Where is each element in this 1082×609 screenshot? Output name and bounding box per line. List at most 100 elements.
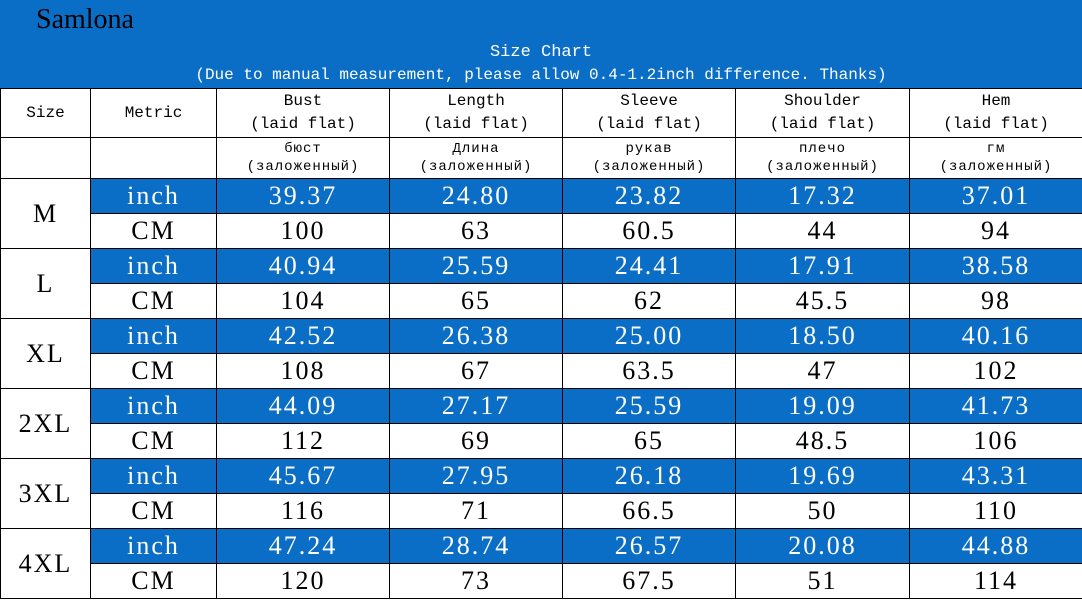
inch-value: 38.58 (909, 248, 1082, 284)
cm-value: 73 (389, 563, 563, 599)
inch-value: 25.59 (562, 388, 736, 424)
inch-value: 25.59 (389, 248, 563, 284)
cm-value: 100 (216, 213, 390, 249)
metric-label: inch (90, 318, 217, 354)
translation-note: (заложенный) (246, 159, 360, 175)
column-note: (laid flat) (943, 115, 1049, 133)
cm-value: 112 (216, 423, 390, 459)
inch-value: 17.32 (735, 178, 910, 214)
column-note: (laid flat) (423, 115, 529, 133)
cm-row: CM 112 69 65 48.5 106 (1, 423, 1082, 459)
column-note: (laid flat) (250, 115, 356, 133)
column-name: Size (26, 103, 65, 122)
cm-value: 120 (216, 563, 390, 599)
cm-row: CM 104 65 62 45.5 98 (1, 283, 1082, 319)
inch-value: 28.74 (389, 528, 563, 564)
column-note: (laid flat) (769, 115, 876, 133)
inch-value: 26.57 (562, 528, 736, 564)
cm-value: 48.5 (735, 423, 910, 459)
header-row: Size Metric Bust (laid flat) Length (laid fla… (0, 88, 1082, 138)
header-band: Samlona Size Chart (Due to manual measur… (0, 0, 1082, 88)
translation: плечо (798, 141, 846, 157)
metric-label: CM (90, 213, 217, 249)
cm-value: 47 (735, 353, 910, 389)
inch-value: 39.37 (216, 178, 390, 214)
empty-cell (0, 137, 91, 179)
inch-value: 25.00 (562, 318, 736, 354)
translation-note: (заложенный) (419, 159, 533, 175)
inch-value: 19.09 (735, 388, 910, 424)
inch-value: 24.41 (562, 248, 736, 284)
cm-value: 63.5 (562, 353, 736, 389)
inch-value: 45.67 (216, 458, 390, 494)
translation-note: (заложенный) (592, 159, 706, 175)
column-header: Shoulder (laid flat) (735, 88, 910, 138)
translation: рукав (625, 141, 673, 157)
inch-value: 26.38 (389, 318, 563, 354)
translation: бюст (284, 141, 322, 157)
size-cell: 3XL (0, 458, 91, 529)
cm-value: 60.5 (562, 213, 736, 249)
cm-value: 114 (909, 563, 1082, 599)
column-name: Length (447, 92, 505, 110)
inch-value: 19.69 (735, 458, 910, 494)
translation-cell: рукав (заложенный) (562, 137, 736, 179)
translation-note: (заложенный) (939, 159, 1053, 175)
inch-value: 17.91 (735, 248, 910, 284)
inch-row: 3XL inch 45.67 27.95 26.18 19.69 43.31 (0, 458, 1082, 529)
inch-row: 2XL inch 44.09 27.17 25.59 19.09 41.73 (0, 388, 1082, 459)
cm-row: CM 100 63 60.5 44 94 (1, 213, 1082, 249)
cm-row: CM 116 71 66.5 50 110 (1, 493, 1082, 529)
translation-cell: бюст (заложенный) (216, 137, 390, 179)
inch-value: 26.18 (562, 458, 736, 494)
cm-value: 45.5 (735, 283, 910, 319)
cm-value: 67 (389, 353, 563, 389)
inch-value: 43.31 (909, 458, 1082, 494)
inch-value: 47.24 (216, 528, 390, 564)
cm-value: 98 (909, 283, 1082, 319)
size-cell: XL (0, 318, 91, 389)
inch-value: 27.95 (389, 458, 563, 494)
column-name: Shoulder (784, 92, 861, 110)
inch-value: 23.82 (562, 178, 736, 214)
translation-cell: плечо (заложенный) (735, 137, 910, 179)
cm-value: 63 (389, 213, 563, 249)
metric-label: inch (90, 248, 217, 284)
inch-value: 24.80 (389, 178, 563, 214)
subtitle: (Due to manual measurement, please allow… (195, 66, 887, 84)
inch-value: 37.01 (909, 178, 1082, 214)
cm-value: 67.5 (562, 563, 736, 599)
cm-value: 65 (389, 283, 563, 319)
inch-value: 42.52 (216, 318, 390, 354)
inch-value: 18.50 (735, 318, 910, 354)
cm-value: 50 (735, 493, 910, 529)
cm-value: 44 (735, 213, 910, 249)
translation-row: бюст (заложенный) Длина (заложенный) рукав (з… (0, 137, 1082, 179)
column-name: Sleeve (620, 92, 678, 110)
cm-value: 94 (909, 213, 1082, 249)
cm-value: 102 (909, 353, 1082, 389)
metric-label: inch (90, 528, 217, 564)
cm-value: 71 (389, 493, 563, 529)
size-cell: 2XL (0, 388, 91, 459)
column-header: Metric (90, 88, 217, 138)
cm-value: 62 (562, 283, 736, 319)
cm-value: 69 (389, 423, 563, 459)
column-note: (laid flat) (596, 115, 702, 133)
inch-row: XL inch 42.52 26.38 25.00 18.50 40.16 (0, 318, 1082, 389)
cm-value: 116 (216, 493, 390, 529)
size-cell: 4XL (0, 528, 91, 599)
cm-row: CM 108 67 63.5 47 102 (1, 353, 1082, 389)
metric-label: CM (90, 563, 217, 599)
title: Size Chart (489, 43, 593, 62)
metric-label: inch (90, 388, 217, 424)
metric-label: CM (90, 353, 217, 389)
cm-value: 106 (909, 423, 1082, 459)
column-name: Metric (124, 103, 183, 122)
cm-value: 110 (909, 493, 1082, 529)
inch-value: 44.88 (909, 528, 1082, 564)
inch-value: 27.17 (389, 388, 563, 424)
column-header: Bust (laid flat) (216, 88, 390, 138)
